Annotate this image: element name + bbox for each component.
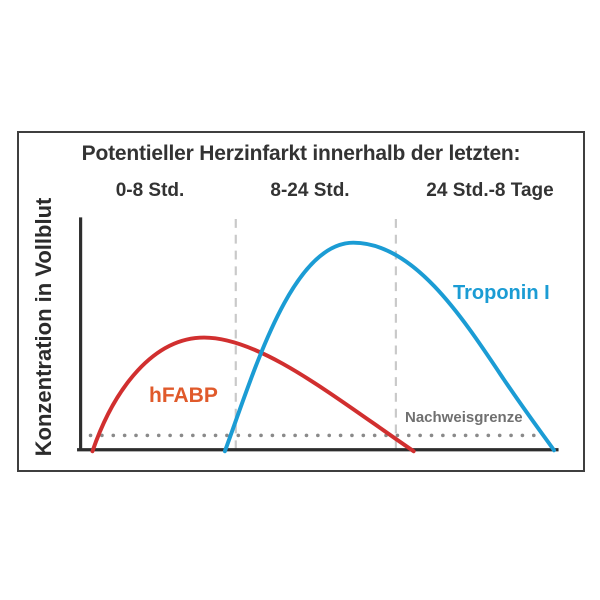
- x-band-label-0-8-std: 0-8 Std.: [115, 180, 185, 201]
- dashed-dividers: [234, 218, 397, 450]
- chart-frame: Potentieller Herzinfarkt innerhalb der l…: [17, 131, 585, 472]
- plot-area: [77, 217, 559, 454]
- x-band-label-24-std-8-tage: 24 Std.-8 Tage: [426, 180, 554, 201]
- x-band-label-8-24-std: 8-24 Std.: [270, 180, 350, 201]
- hfabp-series-label: hFABP: [149, 384, 218, 407]
- chart-title: Potentieller Herzinfarkt innerhalb der l…: [81, 142, 521, 165]
- troponin-series-label: Troponin I: [453, 282, 550, 304]
- troponin-curve: [222, 240, 556, 454]
- detection-limit-label: Nachweisgrenze: [405, 409, 523, 426]
- series-curves: [90, 240, 556, 454]
- hfabp-curve: [90, 335, 416, 454]
- axes: [77, 217, 559, 452]
